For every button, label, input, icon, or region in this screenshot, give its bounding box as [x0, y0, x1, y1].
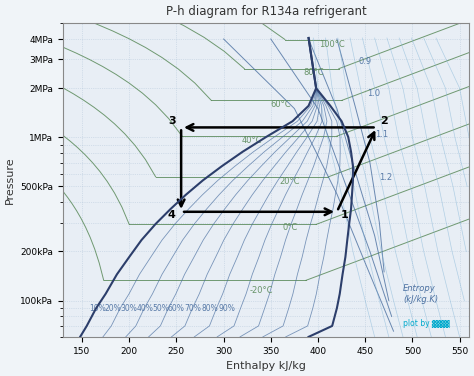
Text: 80°C: 80°C: [303, 68, 324, 77]
Text: 50%: 50%: [152, 303, 169, 312]
Text: 20°C: 20°C: [280, 177, 300, 185]
Text: 20%: 20%: [105, 303, 121, 312]
Text: 0.9: 0.9: [359, 57, 372, 66]
Text: Entropy
(kJ/kg.K): Entropy (kJ/kg.K): [403, 284, 438, 303]
Text: 0°C: 0°C: [282, 223, 297, 232]
Text: 80%: 80%: [201, 303, 218, 312]
Text: plot by ▓▓▓: plot by ▓▓▓: [403, 319, 450, 328]
Text: 3: 3: [168, 117, 175, 126]
Text: -20°C: -20°C: [250, 286, 273, 295]
Text: 90%: 90%: [218, 303, 235, 312]
Text: 40°C: 40°C: [242, 136, 262, 145]
Text: 1.0: 1.0: [367, 89, 380, 98]
X-axis label: Enthalpy kJ/kg: Enthalpy kJ/kg: [226, 361, 306, 371]
Text: 10%: 10%: [90, 303, 107, 312]
Text: 1: 1: [341, 210, 348, 220]
Text: 2: 2: [380, 117, 388, 126]
Text: 70%: 70%: [184, 303, 201, 312]
Text: 30%: 30%: [121, 303, 137, 312]
Text: 1.2: 1.2: [379, 173, 392, 182]
Y-axis label: Pressure: Pressure: [5, 156, 15, 204]
Text: 60%: 60%: [168, 303, 185, 312]
Text: 100°C: 100°C: [319, 40, 345, 49]
Title: P-h diagram for R134a refrigerant: P-h diagram for R134a refrigerant: [166, 5, 366, 18]
Text: 4: 4: [168, 210, 176, 220]
Text: 60°C: 60°C: [270, 100, 291, 109]
Text: 40%: 40%: [137, 303, 154, 312]
Text: 1.1: 1.1: [374, 130, 388, 139]
